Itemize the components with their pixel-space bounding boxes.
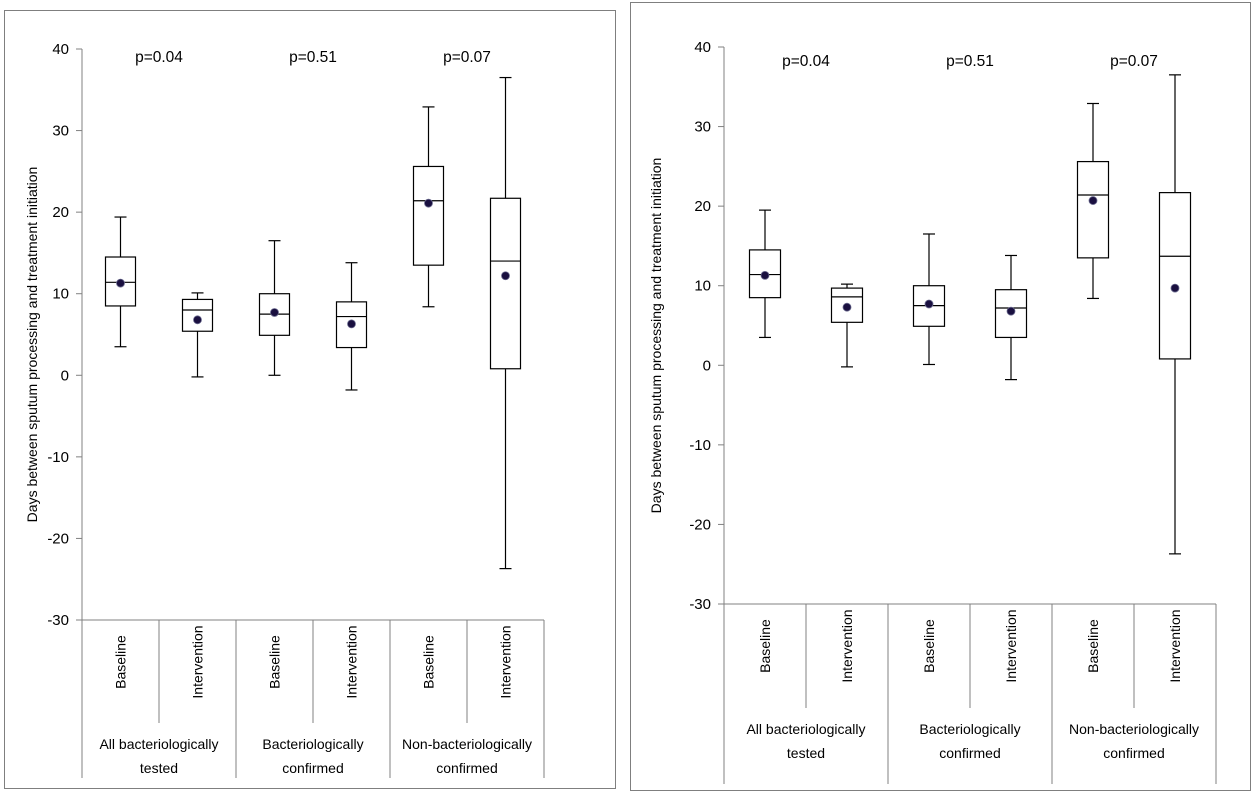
y-tick-label: -20 bbox=[47, 530, 69, 547]
mean-point bbox=[347, 319, 356, 329]
y-tick-label: -10 bbox=[689, 437, 711, 454]
left-boxplot-chart: 40 30 20 10 0 -10 -20 -30 Days between sputum pr… bbox=[24, 41, 545, 778]
group-label-line: confirmed bbox=[939, 745, 1000, 761]
p-value-label: p=0.04 bbox=[135, 49, 183, 66]
right-chart-panel: 40 30 20 10 0 -10 -20 -30 Days between sputum pr… bbox=[630, 2, 1251, 791]
mean-point bbox=[924, 299, 934, 309]
y-tick-label: 30 bbox=[52, 123, 69, 140]
p-value-label: p=0.07 bbox=[443, 49, 491, 66]
iqr-box bbox=[489, 197, 522, 370]
box-plot bbox=[335, 262, 368, 391]
group-label-line: All bacteriologically bbox=[746, 721, 865, 737]
right-boxplot-chart: 40 30 20 10 0 -10 -20 -30 Days between sputum pr… bbox=[648, 39, 1217, 784]
box-plot bbox=[181, 292, 214, 378]
box-plot bbox=[1076, 102, 1110, 300]
y-tick-label: -10 bbox=[47, 449, 69, 466]
category-label: Intervention bbox=[344, 625, 360, 698]
y-tick-label: 10 bbox=[694, 278, 711, 295]
category-label: Baseline bbox=[921, 619, 937, 673]
group-label-line: All bacteriologically bbox=[99, 736, 218, 752]
category-label: Intervention bbox=[839, 609, 855, 682]
category-label: Baseline bbox=[1085, 619, 1101, 673]
y-axis-label: Days between sputum processing and treat… bbox=[24, 167, 40, 523]
box-plot bbox=[258, 240, 291, 376]
mean-point bbox=[501, 271, 510, 281]
p-value-label: p=0.51 bbox=[289, 49, 337, 66]
mean-point bbox=[424, 198, 433, 208]
y-tick-label: -30 bbox=[689, 596, 711, 613]
left-chart-panel: 40 30 20 10 0 -10 -20 -30 Days between sputum pr… bbox=[4, 10, 616, 789]
group-label-line: Bacteriologically bbox=[262, 736, 363, 752]
category-label: Intervention bbox=[190, 625, 206, 698]
y-tick-label: -30 bbox=[47, 612, 69, 629]
mean-point bbox=[116, 278, 125, 288]
y-axis-label: Days between sputum processing and treat… bbox=[648, 158, 664, 514]
box-plot bbox=[412, 106, 445, 308]
y-tick-label: -20 bbox=[689, 516, 711, 533]
box-plot bbox=[994, 254, 1028, 381]
iqr-box bbox=[1076, 160, 1110, 259]
category-label: Intervention bbox=[1003, 609, 1019, 682]
y-tick-label: 0 bbox=[703, 357, 711, 374]
y-tick-label: 30 bbox=[694, 119, 711, 136]
category-label: Intervention bbox=[498, 625, 514, 698]
box-plot bbox=[489, 76, 522, 570]
mean-point bbox=[193, 315, 202, 325]
iqr-box bbox=[412, 165, 445, 266]
mean-point bbox=[1170, 283, 1180, 293]
iqr-box bbox=[181, 298, 214, 332]
y-tick-label: 40 bbox=[694, 39, 711, 56]
mean-point bbox=[760, 270, 770, 280]
group-label-line: tested bbox=[787, 745, 825, 761]
mean-point bbox=[1088, 196, 1098, 205]
category-label: Baseline bbox=[113, 635, 129, 689]
category-label: Baseline bbox=[421, 635, 437, 689]
group-label-line: Non-bacteriologically bbox=[1069, 721, 1199, 737]
mean-point bbox=[270, 308, 279, 317]
group-label-line: confirmed bbox=[1103, 745, 1164, 761]
y-tick-label: 40 bbox=[52, 41, 69, 58]
group-label-line: tested bbox=[140, 760, 178, 776]
iqr-box bbox=[1158, 192, 1192, 360]
mean-point bbox=[1006, 306, 1016, 316]
box-plot bbox=[912, 233, 946, 366]
y-tick-label: 10 bbox=[52, 286, 69, 303]
group-label-line: confirmed bbox=[282, 760, 343, 776]
box-plot bbox=[104, 216, 137, 348]
box-plot bbox=[830, 283, 864, 368]
box-plot bbox=[748, 209, 782, 339]
y-tick-label: 0 bbox=[61, 367, 69, 384]
p-value-label: p=0.07 bbox=[1110, 53, 1158, 70]
group-label-line: Bacteriologically bbox=[919, 721, 1020, 737]
p-value-label: p=0.51 bbox=[946, 53, 994, 70]
y-tick-label: 20 bbox=[52, 204, 69, 221]
category-label: Baseline bbox=[267, 635, 283, 689]
mean-point bbox=[842, 302, 852, 312]
box-plot bbox=[1158, 74, 1192, 555]
y-tick-label: 20 bbox=[694, 198, 711, 215]
category-label: Baseline bbox=[757, 619, 773, 673]
p-value-label: p=0.04 bbox=[782, 53, 830, 70]
category-label: Intervention bbox=[1167, 609, 1183, 682]
group-label-line: Non-bacteriologically bbox=[402, 736, 532, 752]
group-label-line: confirmed bbox=[436, 760, 497, 776]
